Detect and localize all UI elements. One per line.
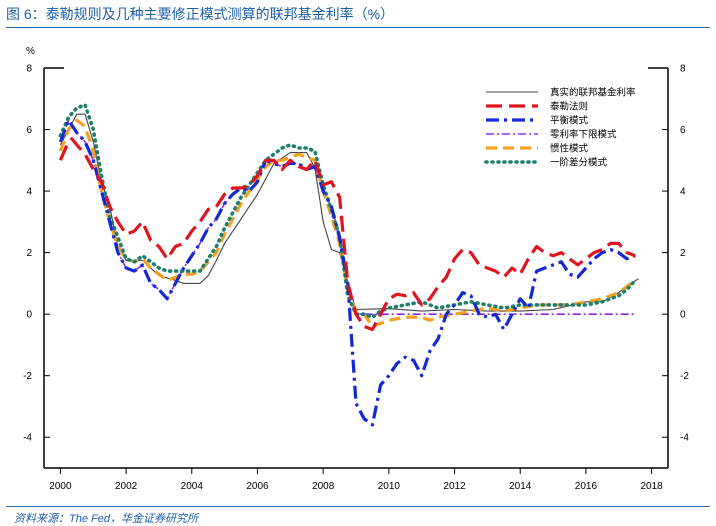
legend-label-balance: 平衡模式	[550, 115, 589, 127]
y-tick-label-left: -2	[23, 371, 32, 382]
source-note: 资料来源：The Fed，华金证券研究所	[14, 513, 198, 525]
series-layer	[58, 103, 639, 427]
y-tick-label-left: 8	[26, 64, 32, 75]
y-unit-label: %	[26, 46, 35, 57]
source-rule	[6, 506, 710, 507]
y-tick-label-left: -4	[23, 433, 32, 444]
y-tick-label-right: 0	[680, 310, 686, 321]
y-tick-label-left: 0	[26, 310, 32, 321]
x-tick-label: 2014	[509, 481, 532, 492]
y-tick-label-left: 4	[26, 187, 32, 198]
series-line-taylor	[58, 137, 636, 332]
legend-label-zero-floor: 零利率下限模式	[550, 129, 617, 141]
x-tick-label: 2002	[115, 481, 138, 492]
x-tick-label: 2004	[181, 481, 204, 492]
y-tick-label-left: 6	[26, 125, 32, 136]
series-line-first-difference	[58, 103, 637, 319]
x-tick-label: 2010	[378, 481, 401, 492]
series-line-balance	[58, 118, 636, 427]
y-tick-label-right: 4	[680, 187, 686, 198]
x-tick-label: 2012	[443, 481, 466, 492]
x-tick-label: 2006	[246, 481, 269, 492]
y-tick-label-right: -2	[680, 371, 689, 382]
figure-title: 图 6：泰勒规则及几种主要修正模式测算的联邦基金利率（%）	[6, 6, 395, 22]
chart-axes: % -4 -4 -2 -2 0 0 2 2 4 4 6 6 8 8 2000 2002 2004 2006 2008 2…	[23, 46, 689, 492]
y-tick-label-right: 8	[680, 64, 686, 75]
legend-label-actual: 真实的联邦基金利率	[550, 87, 636, 99]
y-tick-label-right: 2	[680, 248, 686, 259]
series-line-inertia	[58, 118, 637, 329]
legend-label-inertia: 惯性模式	[550, 143, 589, 155]
y-tick-label-left: 2	[26, 248, 32, 259]
x-tick-label: 2008	[312, 481, 335, 492]
x-tick-label: 2000	[49, 481, 72, 492]
x-tick-label: 2018	[640, 481, 663, 492]
x-tick-label: 2016	[575, 481, 598, 492]
legend-label-taylor: 泰勒法则	[550, 101, 588, 113]
y-tick-label-right: 6	[680, 125, 686, 136]
y-tick-label-right: -4	[680, 433, 689, 444]
title-rule	[6, 27, 710, 28]
legend-label-first-difference: 一阶差分模式	[550, 157, 608, 169]
